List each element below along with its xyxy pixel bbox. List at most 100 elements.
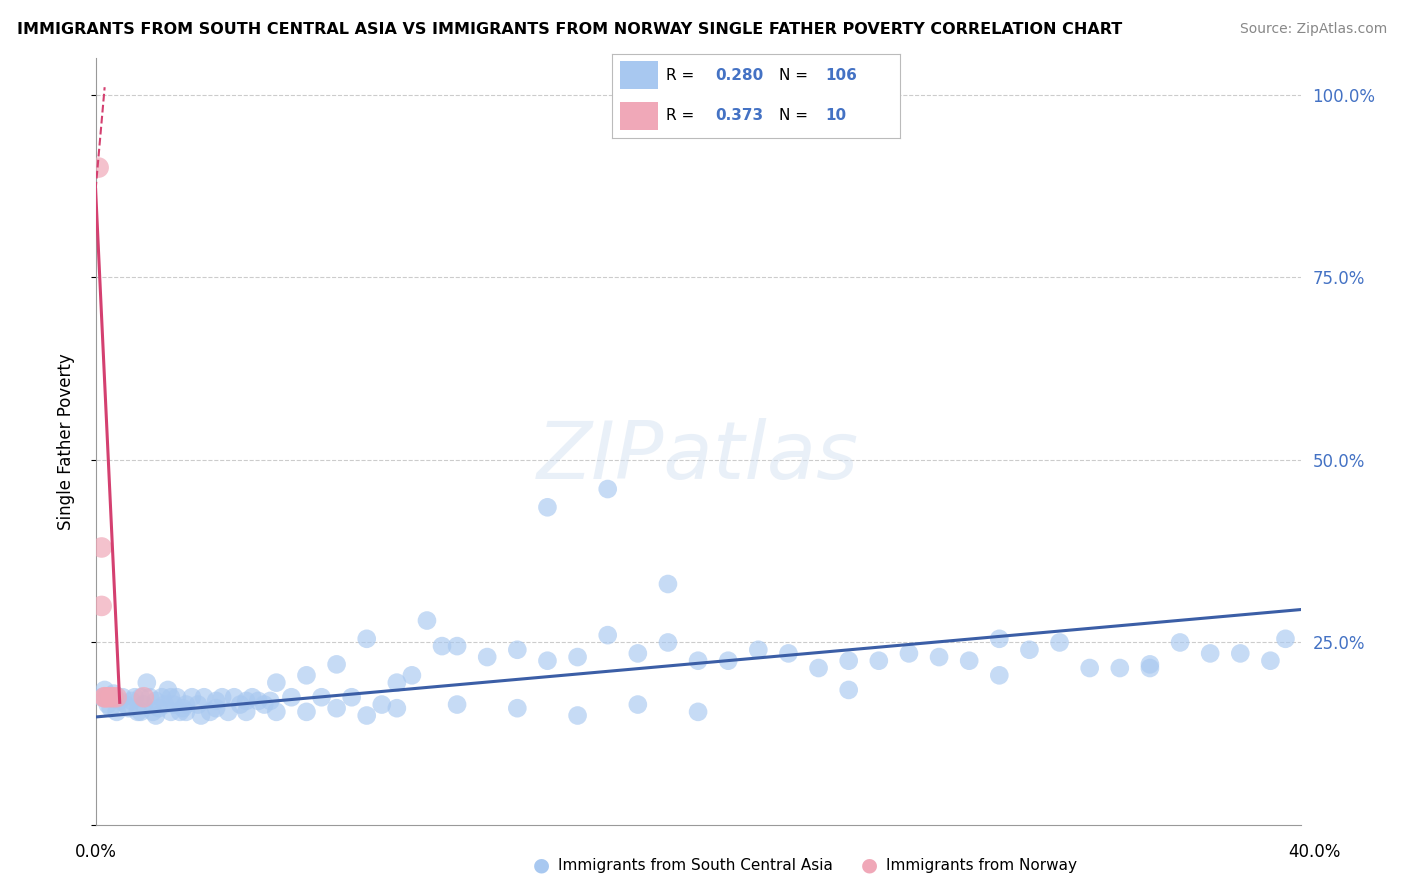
Point: [1199, 647, 1222, 661]
Point: [205, 701, 228, 715]
Point: [506, 642, 529, 657]
Point: [988, 632, 1011, 646]
Point: [928, 650, 950, 665]
Point: [747, 642, 769, 657]
Point: [97, 690, 120, 705]
Point: [163, 698, 186, 712]
Point: [627, 647, 650, 661]
Point: [93, 690, 115, 705]
Point: [416, 614, 439, 628]
Point: [105, 705, 128, 719]
Point: [567, 650, 589, 665]
Point: [1139, 657, 1161, 672]
Text: ●: ●: [860, 855, 877, 875]
Point: [103, 690, 125, 705]
Point: [356, 708, 378, 723]
Point: [567, 708, 589, 723]
Point: [129, 690, 152, 705]
Point: [160, 690, 183, 705]
Point: [90, 690, 112, 705]
Text: R =: R =: [666, 68, 700, 83]
Point: [295, 668, 318, 682]
Point: [145, 694, 167, 708]
Point: [838, 682, 860, 697]
Point: [266, 675, 288, 690]
Point: [169, 705, 191, 719]
Point: [148, 701, 170, 715]
Point: [1168, 635, 1191, 649]
Point: [897, 647, 920, 661]
Point: [103, 687, 125, 701]
Point: [174, 698, 197, 712]
Point: [627, 698, 650, 712]
Point: [657, 635, 679, 649]
Text: 10: 10: [825, 108, 846, 123]
Point: [205, 694, 228, 708]
Point: [536, 500, 558, 515]
Point: [132, 690, 155, 705]
Point: [193, 690, 215, 705]
Point: [181, 690, 204, 705]
Point: [371, 698, 394, 712]
Point: [506, 701, 529, 715]
Text: ●: ●: [533, 855, 550, 875]
Point: [1049, 635, 1071, 649]
Point: [1078, 661, 1101, 675]
Point: [280, 690, 302, 705]
Text: IMMIGRANTS FROM SOUTH CENTRAL ASIA VS IMMIGRANTS FROM NORWAY SINGLE FATHER POVER: IMMIGRANTS FROM SOUTH CENTRAL ASIA VS IM…: [17, 22, 1122, 37]
Text: 106: 106: [825, 68, 856, 83]
Y-axis label: Single Father Poverty: Single Father Poverty: [56, 353, 75, 530]
Point: [686, 705, 709, 719]
Point: [93, 690, 115, 705]
Point: [156, 682, 179, 697]
Point: [172, 701, 194, 715]
Bar: [620, 62, 658, 89]
Text: ZIPatlas: ZIPatlas: [537, 417, 859, 496]
Point: [385, 675, 408, 690]
Bar: [620, 102, 658, 130]
Point: [145, 708, 167, 723]
Point: [124, 690, 146, 705]
Point: [1274, 632, 1296, 646]
Point: [224, 690, 246, 705]
Point: [111, 690, 134, 705]
Point: [211, 690, 233, 705]
Point: [135, 675, 157, 690]
Point: [430, 639, 453, 653]
Point: [150, 690, 173, 705]
Point: [139, 690, 162, 705]
Point: [100, 690, 122, 705]
Point: [235, 705, 257, 719]
Point: [187, 698, 209, 712]
Point: [118, 701, 141, 715]
Text: 0.0%: 0.0%: [75, 843, 117, 861]
Point: [807, 661, 830, 675]
Point: [105, 690, 128, 705]
Point: [247, 694, 270, 708]
Point: [340, 690, 363, 705]
Point: [198, 705, 221, 719]
Point: [778, 647, 800, 661]
Text: N =: N =: [779, 68, 813, 83]
Point: [325, 657, 347, 672]
Point: [87, 161, 110, 175]
Point: [121, 694, 143, 708]
Point: [153, 698, 176, 712]
Text: N =: N =: [779, 108, 813, 123]
Text: 40.0%: 40.0%: [1288, 843, 1341, 861]
Point: [596, 628, 619, 642]
Text: Source: ZipAtlas.com: Source: ZipAtlas.com: [1240, 22, 1388, 37]
Point: [1229, 647, 1251, 661]
Text: R =: R =: [666, 108, 700, 123]
Point: [596, 482, 619, 496]
Text: Immigrants from South Central Asia: Immigrants from South Central Asia: [558, 858, 834, 872]
Point: [240, 690, 263, 705]
Point: [142, 705, 165, 719]
Point: [266, 705, 288, 719]
Point: [97, 698, 120, 712]
Point: [166, 690, 188, 705]
Point: [325, 701, 347, 715]
Point: [129, 705, 152, 719]
Point: [401, 668, 423, 682]
Point: [385, 701, 408, 715]
